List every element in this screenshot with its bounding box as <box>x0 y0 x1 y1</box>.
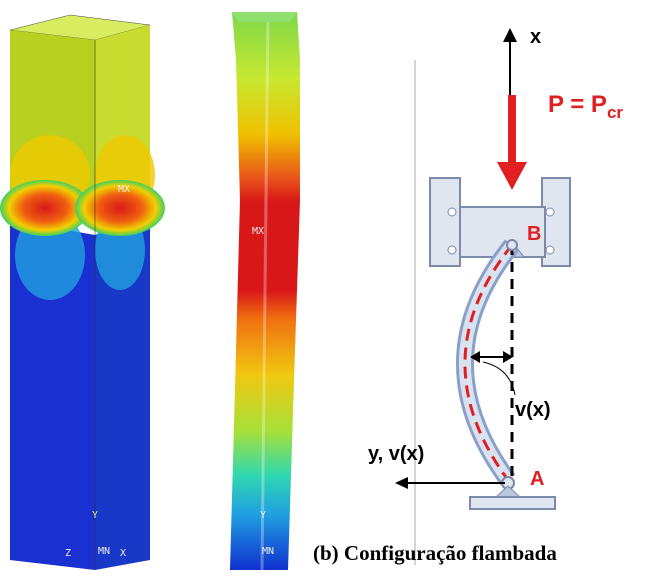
fea-label: Z <box>65 548 71 559</box>
fea-label: MX <box>252 226 264 237</box>
load-label: P = Pcr <box>548 91 623 122</box>
fea-label: MX <box>118 184 130 195</box>
fea-left: MX Y MN X Z <box>0 14 165 570</box>
fea-right: MX Y MN <box>230 11 300 571</box>
load-subscript: cr <box>607 103 623 122</box>
y-axis-label: y, v(x) <box>368 443 424 465</box>
x-axis-label: x <box>530 26 541 48</box>
caption: (b) Configuração flambada <box>313 541 557 565</box>
fea-label: X <box>120 548 126 559</box>
fea-label: Y <box>260 510 266 521</box>
schematic: x P = Pcr B v(x) y, v(x) A (b) Configura… <box>313 26 623 565</box>
deflection-label: v(x) <box>515 399 551 421</box>
load-text: P = P <box>548 91 607 118</box>
point-a-label: A <box>530 468 544 490</box>
fea-label: Y <box>92 510 98 521</box>
point-b-label: B <box>527 223 541 245</box>
fea-label: MN <box>262 546 274 557</box>
fea-label: MN <box>98 546 110 557</box>
